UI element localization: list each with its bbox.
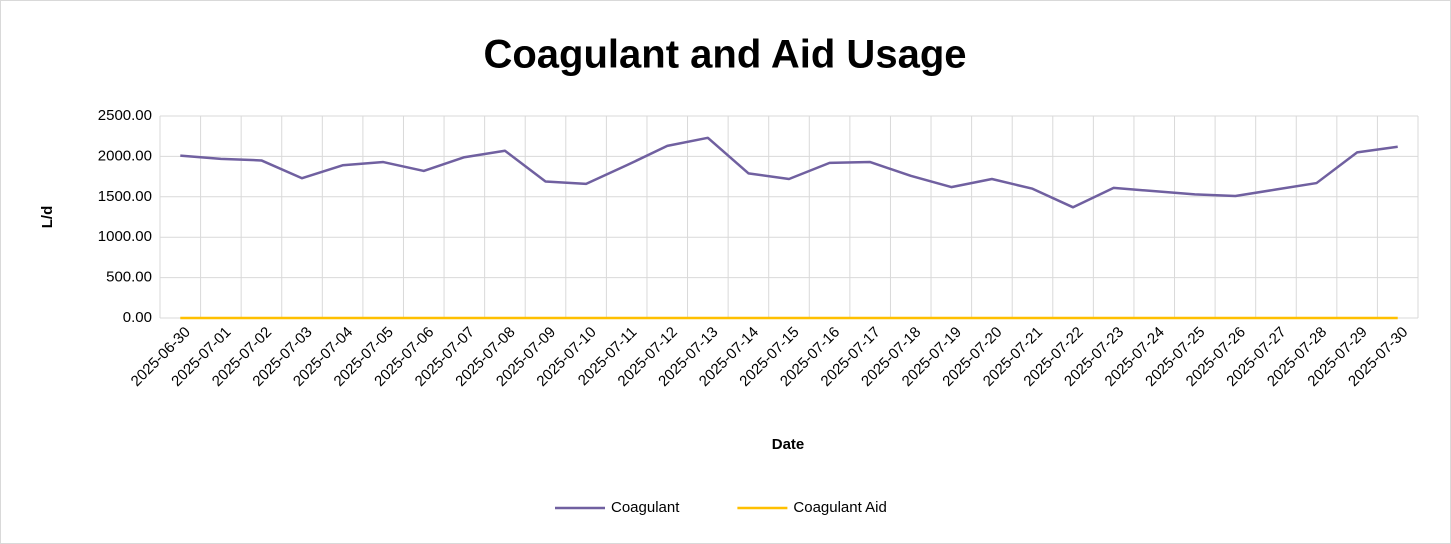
chart-title: Coagulant and Aid Usage [483,33,966,77]
y-tick-label: 2500.00 [98,107,152,124]
y-axis-label: L/d [39,206,56,229]
legend-label: Coagulant Aid [793,499,886,516]
x-axis-label: Date [772,436,805,453]
legend-label: Coagulant [611,499,680,516]
y-tick-label: 1500.00 [98,188,152,205]
y-tick-label: 500.00 [106,269,152,286]
y-tick-label: 2000.00 [98,147,152,164]
series-line [180,136,1398,209]
y-tick-label: 0.00 [123,309,152,326]
y-tick-label: 1000.00 [98,228,152,245]
